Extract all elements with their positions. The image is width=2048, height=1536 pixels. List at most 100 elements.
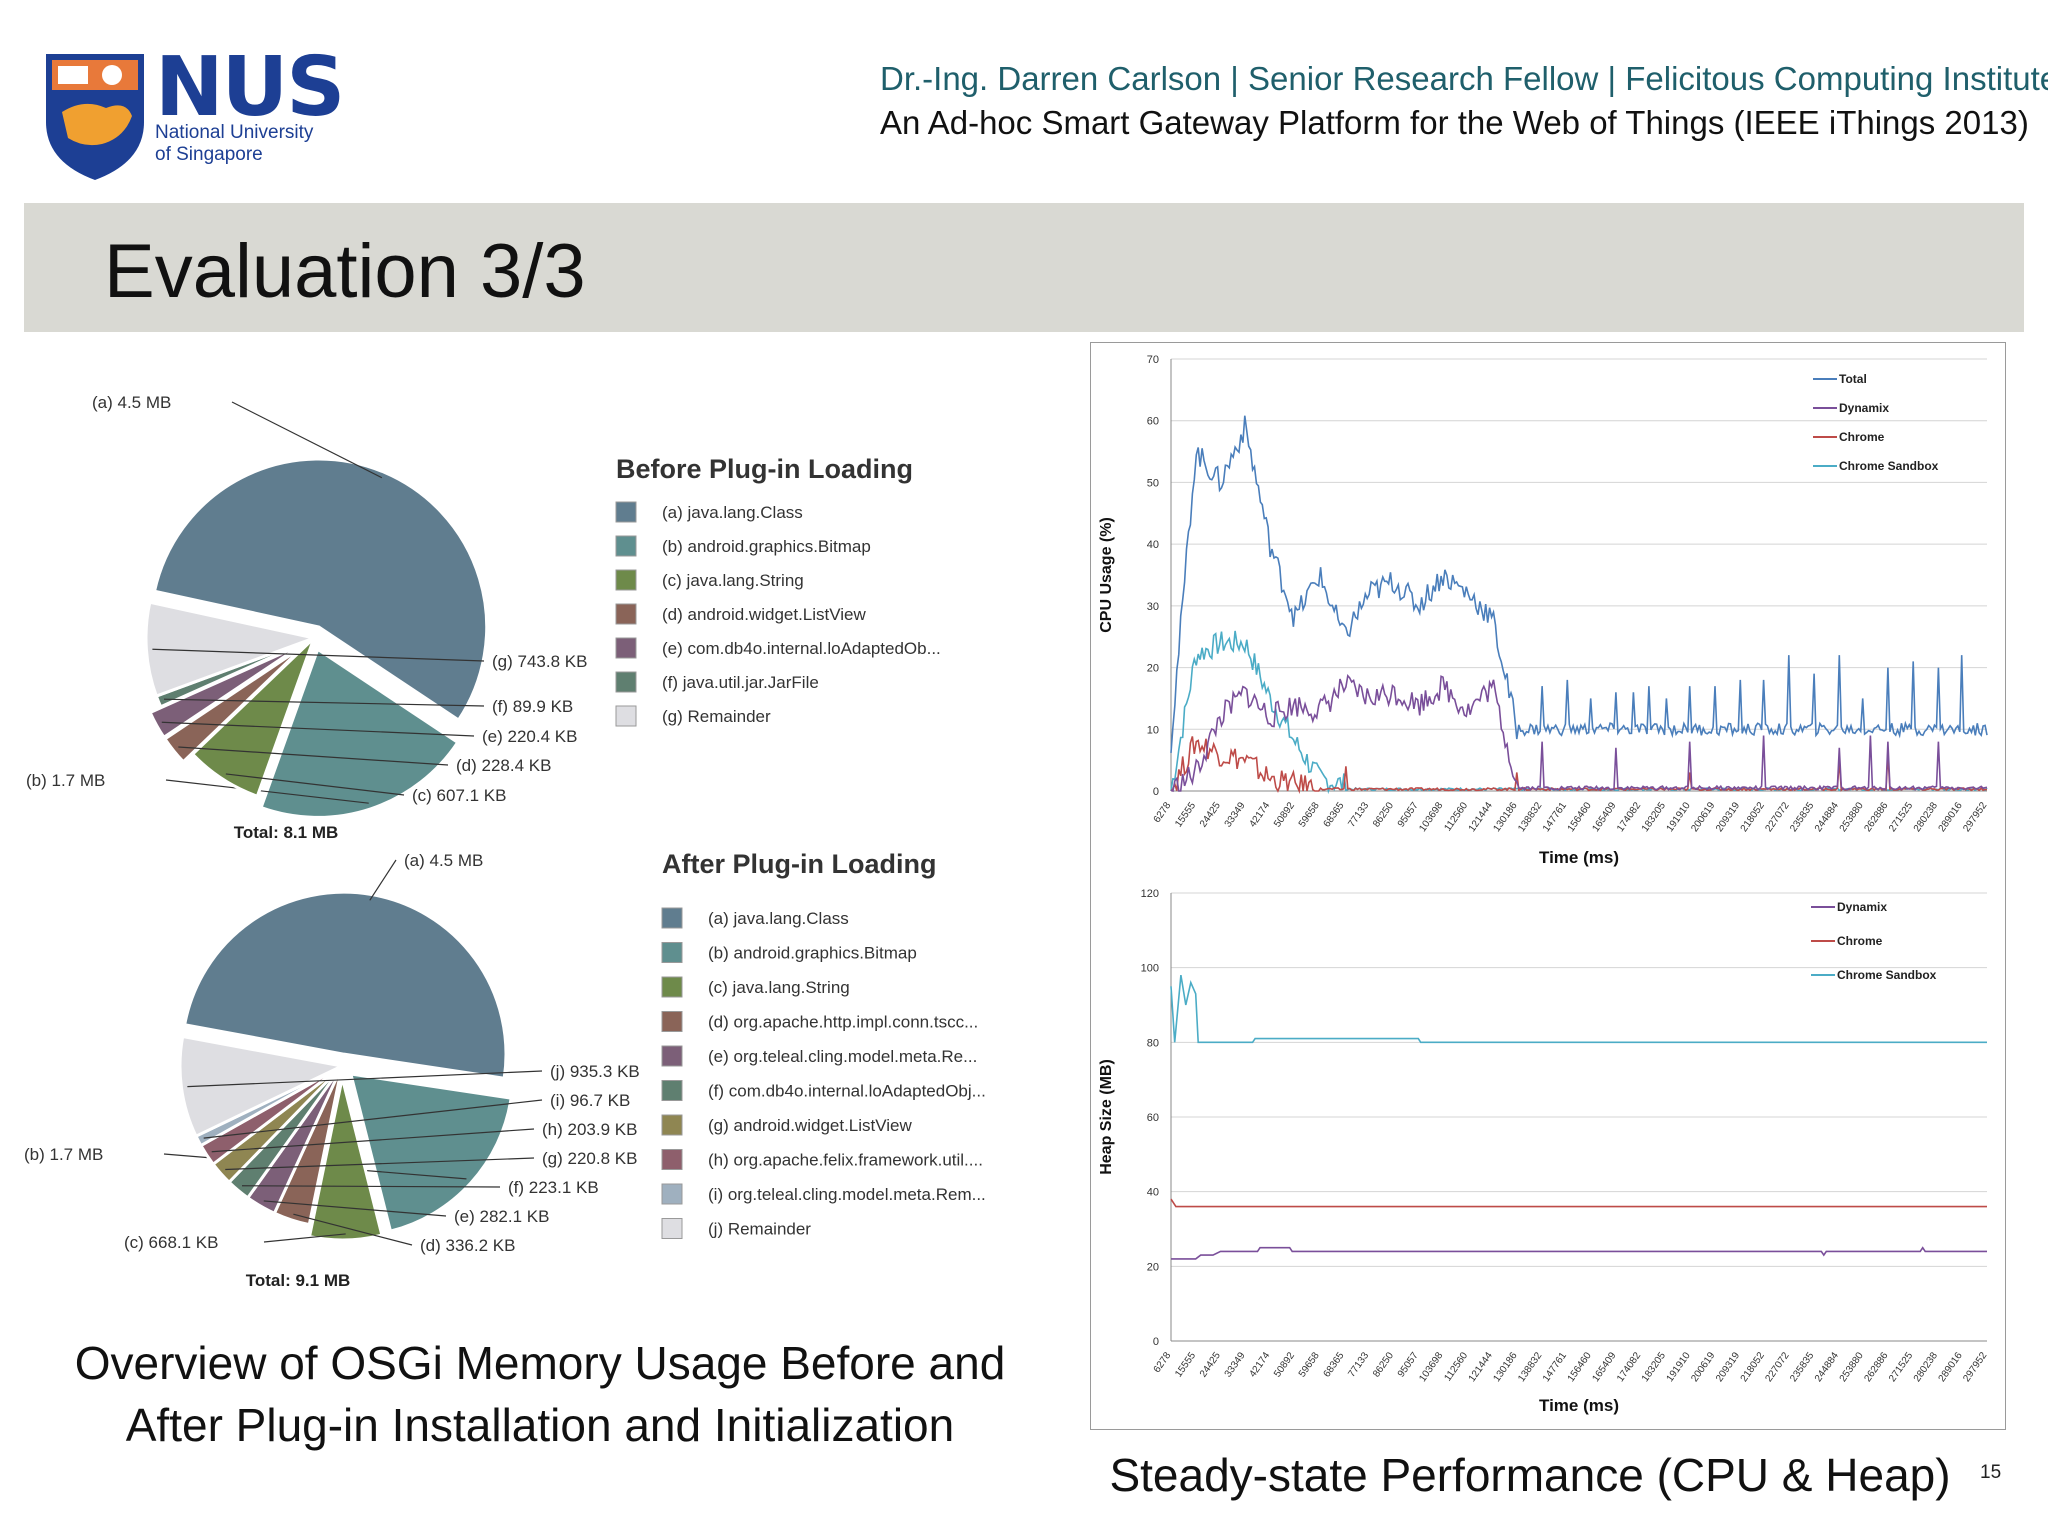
x-tick-label: 130186 xyxy=(1491,1350,1519,1384)
pie-data-label: (e) 282.1 KB xyxy=(454,1207,549,1226)
legend-swatch xyxy=(615,535,637,557)
x-tick-label: 86250 xyxy=(1371,800,1396,829)
x-tick-label: 95057 xyxy=(1396,1350,1421,1379)
x-tick-label: 138832 xyxy=(1516,800,1544,834)
legend-label: (h) org.apache.felix.framework.util.... xyxy=(708,1151,983,1170)
pie-data-label: (f) 89.9 KB xyxy=(492,697,573,716)
x-tick-label: 244884 xyxy=(1813,1350,1841,1384)
legend-swatch xyxy=(615,671,637,693)
legend-swatch xyxy=(661,1149,683,1170)
x-tick-label: 297952 xyxy=(1961,1350,1989,1384)
legend-swatch xyxy=(661,1080,683,1101)
legend-label: (b) android.graphics.Bitmap xyxy=(662,537,871,556)
pie-data-label: (b) 1.7 MB xyxy=(24,1145,103,1164)
y-tick-label: 80 xyxy=(1147,1037,1159,1049)
pie-leader-line xyxy=(187,1070,543,1088)
pie-data-label: (f) 223.1 KB xyxy=(508,1178,599,1197)
legend-label: Chrome Sandbox xyxy=(1837,968,1937,982)
legend-swatch xyxy=(661,1114,683,1136)
series-line xyxy=(1170,674,1988,793)
pie-legend-title: After Plug-in Loading xyxy=(662,849,936,879)
pie-leader-line xyxy=(211,1128,535,1153)
x-tick-label: 15555 xyxy=(1173,1350,1198,1379)
pie-slice xyxy=(178,1034,347,1139)
x-axis-title: Time (ms) xyxy=(1539,848,1619,867)
x-tick-label: 147761 xyxy=(1541,1350,1569,1384)
x-tick-label: 235835 xyxy=(1788,1350,1816,1384)
legend-swatch xyxy=(661,942,683,963)
legend-label: (f) com.db4o.internal.loAdaptedObj... xyxy=(708,1082,986,1101)
pie-data-label: (i) 96.7 KB xyxy=(550,1091,630,1110)
legend-label: (d) android.widget.ListView xyxy=(662,605,867,624)
x-tick-label: 156460 xyxy=(1566,800,1594,834)
x-tick-label: 165409 xyxy=(1590,1350,1618,1384)
x-tick-label: 218052 xyxy=(1739,800,1767,834)
x-tick-label: 183205 xyxy=(1640,800,1668,834)
pie-leader-line xyxy=(152,648,485,662)
pie-slice xyxy=(152,457,489,723)
page-number: 15 xyxy=(1980,1462,2002,1483)
pie-slice xyxy=(144,600,320,699)
slide-title: Evaluation 3/3 xyxy=(104,229,586,314)
y-tick-label: 10 xyxy=(1147,724,1159,736)
legend-label: Chrome Sandbox xyxy=(1839,459,1939,473)
paper-reference-line: An Ad-hoc Smart Gateway Platform for the… xyxy=(880,104,2029,141)
x-tick-label: 103698 xyxy=(1417,1350,1445,1384)
x-tick-label: 42174 xyxy=(1247,800,1272,829)
x-tick-label: 253880 xyxy=(1838,1350,1866,1384)
pie-leader-line xyxy=(263,1233,346,1243)
title-band xyxy=(24,203,2024,332)
x-tick-label: 209319 xyxy=(1714,800,1742,834)
y-tick-label: 60 xyxy=(1147,1112,1159,1124)
pie-legend: Before Plug-in Loading (a) java.lang.Clas… xyxy=(615,454,941,727)
pie-leader-line xyxy=(163,698,485,707)
x-tick-label: 200619 xyxy=(1689,800,1717,834)
pie-leader-line xyxy=(203,1099,543,1139)
x-tick-label: 33349 xyxy=(1223,1350,1248,1379)
pie-legend-title: Before Plug-in Loading xyxy=(616,454,913,484)
x-tick-label: 227072 xyxy=(1763,800,1791,834)
x-tick-label: 253880 xyxy=(1838,800,1866,834)
pie-leader-line xyxy=(165,779,369,804)
pie-data-label: (g) 743.8 KB xyxy=(492,652,587,671)
x-tick-label: 121444 xyxy=(1467,1350,1495,1384)
legend-label: (b) android.graphics.Bitmap xyxy=(708,944,917,963)
pie-data-label: (d) 336.2 KB xyxy=(420,1236,515,1255)
pie-data-label: (g) 220.8 KB xyxy=(542,1149,637,1168)
x-tick-label: 183205 xyxy=(1640,1350,1668,1384)
y-tick-label: 100 xyxy=(1141,963,1159,975)
x-tick-label: 6278 xyxy=(1152,1350,1174,1375)
y-axis-title: CPU Usage (%) xyxy=(1098,517,1115,633)
x-tick-label: 59658 xyxy=(1297,1350,1322,1379)
y-tick-label: 20 xyxy=(1147,663,1159,675)
legend-swatch xyxy=(661,1045,683,1067)
pie-data-label: (e) 220.4 KB xyxy=(482,727,577,746)
pie-data-label: (c) 668.1 KB xyxy=(124,1233,219,1252)
logo-university-name-line1: National University xyxy=(155,122,314,143)
legend-label: (c) java.lang.String xyxy=(662,571,804,590)
pie-leader-line xyxy=(225,773,405,796)
x-tick-label: 24425 xyxy=(1198,800,1223,829)
pie-leader-line xyxy=(241,1185,501,1188)
y-tick-label: 0 xyxy=(1153,1336,1159,1348)
pie-leader-line xyxy=(231,401,383,479)
x-tick-label: 68365 xyxy=(1322,800,1347,829)
legend-label: (i) org.teleal.cling.model.meta.Rem... xyxy=(708,1185,986,1204)
y-tick-label: 30 xyxy=(1147,601,1159,613)
pie-slice xyxy=(307,1077,384,1242)
x-tick-label: 77133 xyxy=(1346,1350,1371,1379)
x-tick-label: 280238 xyxy=(1912,1350,1940,1384)
pie-total-label: Total: 9.1 MB xyxy=(246,1271,351,1290)
left-caption-line2: After Plug-in Installation and Initializ… xyxy=(125,1399,955,1451)
series-line xyxy=(1170,415,1988,753)
x-axis-title: Time (ms) xyxy=(1539,1396,1619,1415)
legend-swatch xyxy=(615,501,637,523)
pie-legend: After Plug-in Loading (a) java.lang.Class… xyxy=(661,849,986,1239)
legend-swatch xyxy=(615,705,637,727)
legend-swatch xyxy=(661,1011,683,1032)
x-tick-label: 174082 xyxy=(1615,800,1643,834)
pie-slice xyxy=(148,642,305,740)
legend-label: (g) Remainder xyxy=(662,707,771,726)
series-line xyxy=(1170,974,1987,1044)
